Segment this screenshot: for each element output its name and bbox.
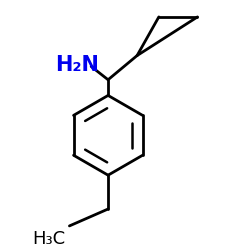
Text: H₂N: H₂N: [55, 55, 99, 75]
Text: H₃C: H₃C: [33, 230, 66, 248]
